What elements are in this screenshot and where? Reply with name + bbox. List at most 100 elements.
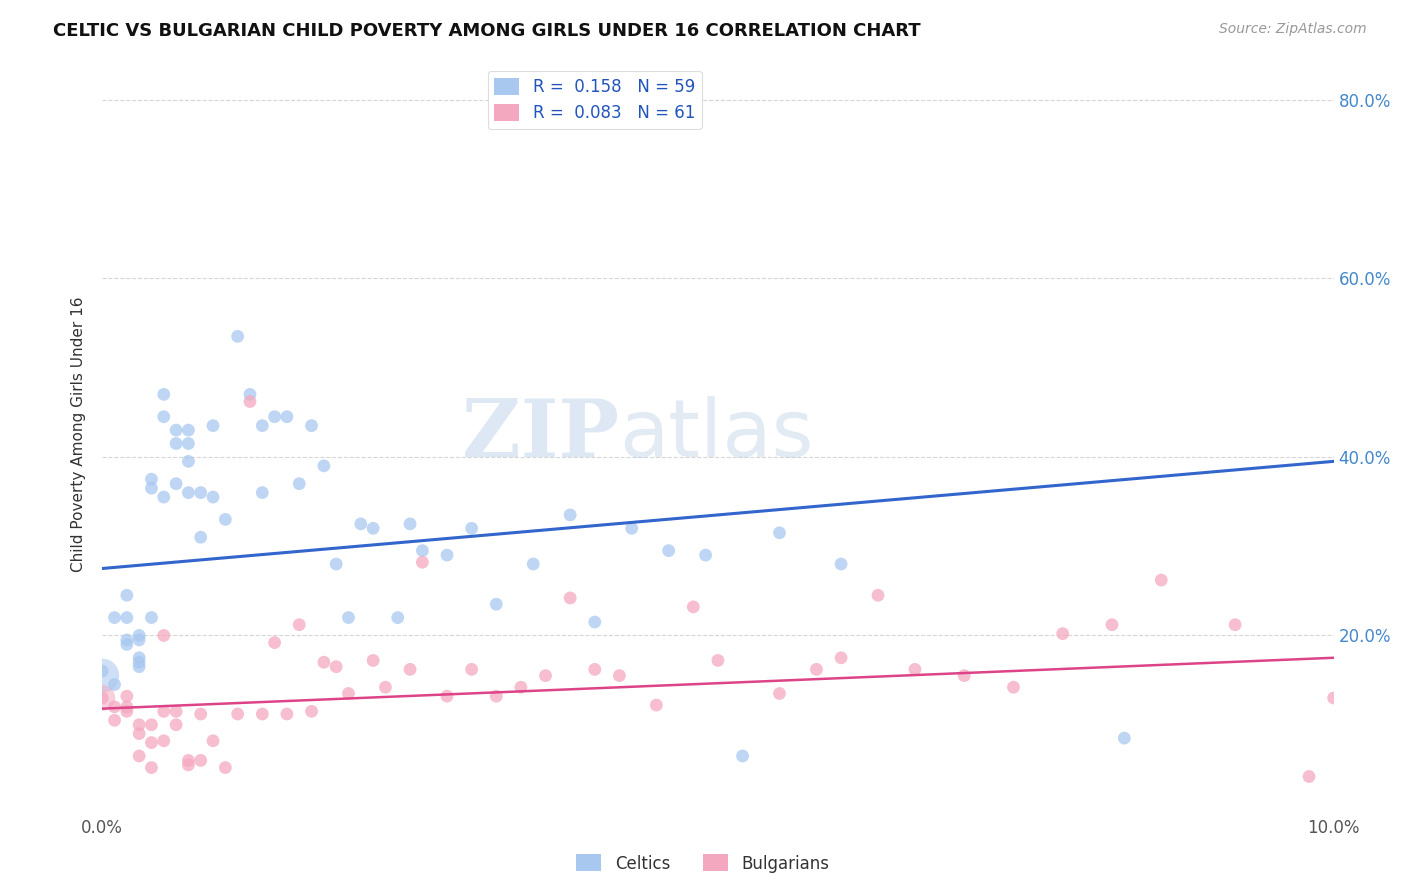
Point [337,610,360,624]
Point [276,409,298,424]
Point [202,490,225,504]
Point [103,610,125,624]
Point [115,588,138,602]
Point [1150,573,1173,587]
Point [177,423,200,437]
Point [128,726,150,740]
Point [115,637,138,651]
Point [177,485,200,500]
Point [239,387,262,401]
Point [141,610,163,624]
Point [141,761,163,775]
Point [103,699,125,714]
Point [190,530,212,544]
Text: Source: ZipAtlas.com: Source: ZipAtlas.com [1219,22,1367,37]
Point [830,557,852,571]
Point [387,610,409,624]
Point [509,680,531,694]
Point [103,713,125,727]
Point [301,418,323,433]
Point [128,655,150,669]
Point [534,668,557,682]
Point [263,635,285,649]
Point [583,662,606,676]
Text: atlas: atlas [620,395,814,474]
Point [141,735,163,749]
Point [645,698,668,712]
Y-axis label: Child Poverty Among Girls Under 16: Child Poverty Among Girls Under 16 [72,297,86,573]
Point [152,733,174,747]
Point [707,653,730,667]
Point [214,761,236,775]
Point [485,689,508,703]
Point [312,655,335,669]
Point [152,490,174,504]
Point [1323,690,1346,705]
Point [411,555,433,569]
Point [953,668,976,682]
Point [141,717,163,731]
Point [301,704,323,718]
Point [165,476,187,491]
Point [583,615,606,629]
Point [152,409,174,424]
Point [214,512,236,526]
Point [103,677,125,691]
Point [115,704,138,718]
Point [190,754,212,768]
Point [91,690,114,705]
Point [263,409,285,424]
Point [350,516,373,531]
Point [620,521,643,535]
Point [485,597,508,611]
Point [128,650,150,665]
Point [202,733,225,747]
Point [374,680,396,694]
Point [806,662,828,676]
Point [239,394,262,409]
Point [1223,617,1246,632]
Point [866,588,889,602]
Legend: Celtics, Bulgarians: Celtics, Bulgarians [569,847,837,880]
Point [115,610,138,624]
Point [411,543,433,558]
Point [325,659,347,673]
Point [91,668,114,682]
Point [252,706,274,721]
Point [522,557,544,571]
Point [165,717,187,731]
Text: CELTIC VS BULGARIAN CHILD POVERTY AMONG GIRLS UNDER 16 CORRELATION CHART: CELTIC VS BULGARIAN CHILD POVERTY AMONG … [53,22,921,40]
Point [560,591,582,605]
Point [141,481,163,495]
Point [115,689,138,703]
Point [1298,770,1320,784]
Point [731,748,754,763]
Point [312,458,335,473]
Point [337,686,360,700]
Point [177,758,200,772]
Point [252,418,274,433]
Point [190,706,212,721]
Point [128,717,150,731]
Point [177,754,200,768]
Point [288,476,311,491]
Point [226,329,249,343]
Point [830,650,852,665]
Point [152,628,174,642]
Point [1101,617,1123,632]
Point [361,653,384,667]
Point [560,508,582,522]
Point [165,436,187,450]
Point [128,628,150,642]
Point [202,418,225,433]
Point [609,668,631,682]
Point [177,436,200,450]
Point [152,387,174,401]
Point [682,599,704,614]
Point [768,686,790,700]
Point [288,617,311,632]
Point [128,659,150,673]
Point [190,485,212,500]
Point [165,704,187,718]
Point [325,557,347,571]
